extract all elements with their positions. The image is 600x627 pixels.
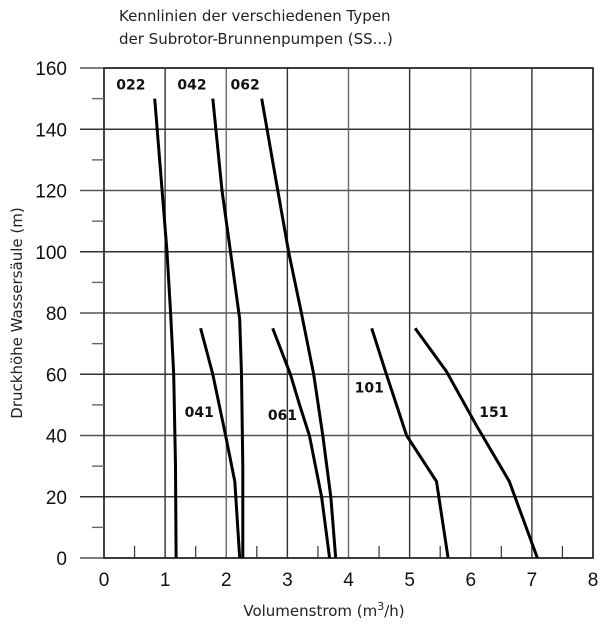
curve-labels: 022 042 062 041 061 101 151 [116,77,508,424]
grid-lines [80,67,594,559]
x-tick-label: 1 [160,570,171,591]
pump-curves [153,98,539,559]
y-tick-label: 20 [46,488,67,509]
curve-label-101: 101 [355,381,384,397]
y-tick-label: 80 [46,304,67,325]
x-axis-label-superscript: 3 [377,600,385,613]
y-tick-label: 40 [46,427,67,448]
curve-042 [211,98,245,558]
curve-151 [413,327,539,559]
y-tick-label: 0 [56,549,67,570]
y-tick-label: 60 [46,365,67,386]
x-tick-label: 5 [404,570,415,591]
curve-101 [370,327,450,559]
x-tick-label: 6 [465,570,476,591]
x-tick-label: 2 [221,570,232,591]
curve-061 [271,327,332,559]
x-tick-label: 0 [99,570,110,591]
curve-label-151: 151 [479,405,508,421]
curve-041 [199,327,242,559]
chart-title: Kennlinien der verschiedenen Typen der S… [119,7,393,48]
y-tick-label: 140 [35,120,67,141]
curve-label-062: 062 [231,77,260,93]
y-tick-label: 160 [35,59,67,80]
x-tick-label: 3 [282,570,293,591]
curve-label-061: 061 [268,408,297,424]
x-axis-label: Volumenstrom (m3/h) [0,600,600,620]
plot-frame [103,67,594,559]
curve-label-042: 042 [177,77,206,93]
x-tick-label: 7 [527,570,538,591]
x-axis-label-tail: /h) [384,602,405,620]
x-tick-label: 8 [588,570,599,591]
x-axis-label-main: Volumenstrom (m [243,602,378,620]
x-tick-label: 4 [343,570,354,591]
curve-label-022: 022 [116,77,145,93]
curve-062 [260,98,338,559]
curve-label-041: 041 [185,405,214,421]
y-tick-label: 100 [35,243,67,264]
y-tick-label: 120 [35,182,67,203]
axis-ticks: 0 20 40 60 80 100 120 140 160 0 1 2 3 4 5 6 7 8 [35,59,598,591]
curve-022 [153,98,178,559]
